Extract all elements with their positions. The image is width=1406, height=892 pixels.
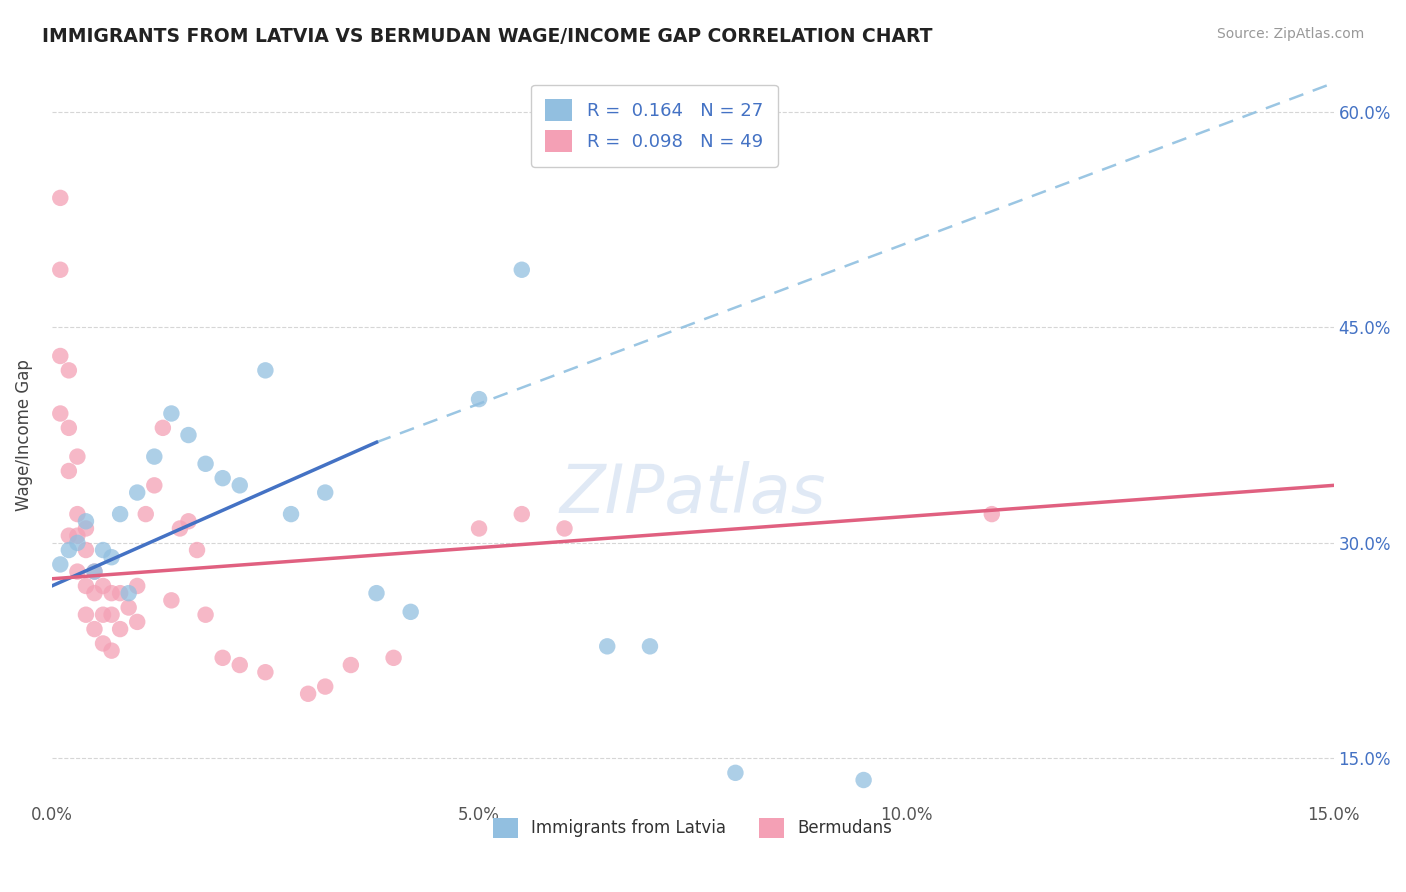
Point xyxy=(152,421,174,435)
Point xyxy=(49,407,72,421)
Point xyxy=(553,521,575,535)
Text: Source: ZipAtlas.com: Source: ZipAtlas.com xyxy=(1216,27,1364,41)
Point xyxy=(108,622,131,636)
Point xyxy=(58,363,80,377)
Point xyxy=(75,543,97,558)
Point xyxy=(510,507,533,521)
Point xyxy=(143,450,166,464)
Y-axis label: Wage/Income Gap: Wage/Income Gap xyxy=(15,359,32,511)
Point xyxy=(177,428,200,442)
Point xyxy=(66,565,89,579)
Point xyxy=(160,593,183,607)
Point xyxy=(194,607,217,622)
Point xyxy=(211,471,233,485)
Point xyxy=(83,622,105,636)
Point xyxy=(91,543,114,558)
Point xyxy=(596,640,619,654)
Point xyxy=(177,514,200,528)
Point xyxy=(135,507,157,521)
Point xyxy=(229,658,252,673)
Point xyxy=(186,543,208,558)
Point xyxy=(100,607,122,622)
Point xyxy=(83,565,105,579)
Point xyxy=(83,586,105,600)
Point xyxy=(49,262,72,277)
Point xyxy=(194,457,217,471)
Point xyxy=(229,478,252,492)
Point xyxy=(66,529,89,543)
Point xyxy=(980,507,1002,521)
Point xyxy=(91,636,114,650)
Point xyxy=(118,600,141,615)
Point xyxy=(100,550,122,565)
Point xyxy=(108,586,131,600)
Point xyxy=(160,407,183,421)
Point xyxy=(852,772,875,787)
Point xyxy=(58,529,80,543)
Point xyxy=(169,521,191,535)
Point xyxy=(340,658,363,673)
Point xyxy=(127,579,149,593)
Point xyxy=(58,421,80,435)
Point xyxy=(314,485,336,500)
Point xyxy=(49,191,72,205)
Point xyxy=(58,543,80,558)
Point xyxy=(314,680,336,694)
Point xyxy=(468,521,491,535)
Point xyxy=(254,363,277,377)
Point xyxy=(75,579,97,593)
Point xyxy=(49,558,72,572)
Point xyxy=(108,507,131,521)
Point xyxy=(118,586,141,600)
Point xyxy=(66,507,89,521)
Legend: Immigrants from Latvia, Bermudans: Immigrants from Latvia, Bermudans xyxy=(486,811,900,845)
Point xyxy=(75,607,97,622)
Point xyxy=(75,521,97,535)
Point xyxy=(280,507,302,521)
Point xyxy=(127,615,149,629)
Point xyxy=(143,478,166,492)
Point xyxy=(100,586,122,600)
Point xyxy=(66,536,89,550)
Point xyxy=(724,765,747,780)
Point xyxy=(100,643,122,657)
Point xyxy=(83,565,105,579)
Point xyxy=(91,607,114,622)
Text: IMMIGRANTS FROM LATVIA VS BERMUDAN WAGE/INCOME GAP CORRELATION CHART: IMMIGRANTS FROM LATVIA VS BERMUDAN WAGE/… xyxy=(42,27,932,45)
Point xyxy=(211,650,233,665)
Point xyxy=(127,485,149,500)
Point xyxy=(91,579,114,593)
Point xyxy=(638,640,661,654)
Point xyxy=(66,450,89,464)
Point xyxy=(366,586,388,600)
Text: ZIPatlas: ZIPatlas xyxy=(560,460,825,526)
Point xyxy=(58,464,80,478)
Point xyxy=(399,605,422,619)
Point xyxy=(382,650,405,665)
Point xyxy=(254,665,277,680)
Point xyxy=(510,262,533,277)
Point xyxy=(297,687,319,701)
Point xyxy=(49,349,72,363)
Point xyxy=(75,514,97,528)
Point xyxy=(468,392,491,406)
